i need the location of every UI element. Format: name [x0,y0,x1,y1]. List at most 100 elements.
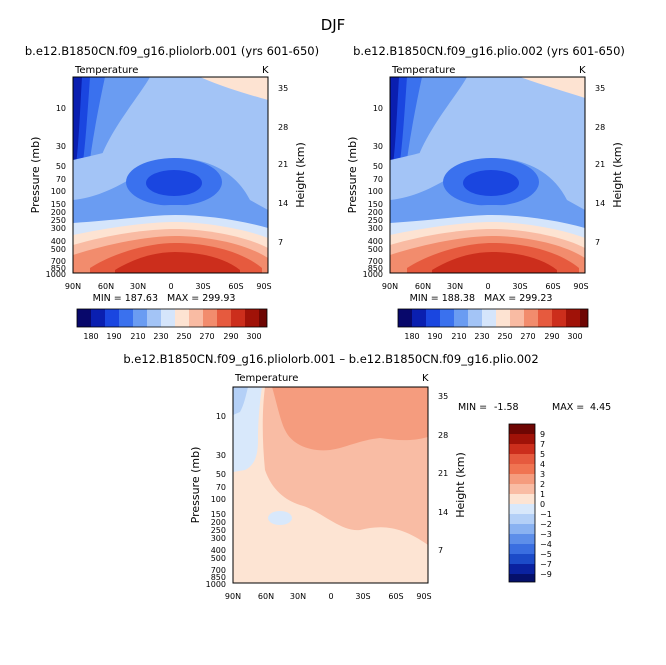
panel-c-min-label: MIN = [458,402,487,413]
colorbar-swatch [189,309,203,327]
y-tick: 150 [211,510,226,519]
y-tick: 100 [51,187,66,196]
y2-tick: 28 [278,123,288,132]
x-tick: 60S [388,592,403,601]
y-tick: 1000 [363,270,383,279]
y2-tick: 35 [278,84,288,93]
y-tick: 400 [211,546,226,555]
panel-b-y-ticks: 10 30 50 70 100 150 200 250 300 400 500 … [363,104,383,279]
colorbar-swatch [454,309,468,327]
colorbar-tick: 0 [540,500,545,509]
y-tick: 150 [51,200,66,209]
colorbar-tick: 190 [106,332,121,341]
y-tick: 10 [216,412,226,421]
colorbar-tick: 3 [540,470,545,479]
colorbar-swatch [509,574,535,582]
y-tick: 850 [211,573,226,582]
y-tick: 500 [368,245,383,254]
y-tick: 300 [368,224,383,233]
colorbar-tick: 5 [540,450,545,459]
colorbar-swatch [133,309,147,327]
panel-b-title: b.e12.B1850CN.f09_g16.plio.002 (yrs 601-… [353,44,625,58]
colorbar-swatch [147,309,161,327]
panel-c-units-label: K [422,373,429,384]
panel-b-y2label: Height (km) [611,142,624,208]
panel-a-contours [73,77,268,273]
y2-tick: 21 [595,160,605,169]
y-tick: 500 [211,554,226,563]
y-tick: 250 [51,216,66,225]
panel-b-min: MIN = 188.38 [410,293,475,304]
colorbar-swatch [509,494,535,504]
colorbar-tick: 250 [497,332,512,341]
x-tick: 0 [328,592,333,601]
colorbar-tick: 4 [540,460,545,469]
panel-a-units-label: K [262,65,269,76]
y-tick: 30 [216,451,226,460]
colorbar-swatch [440,309,454,327]
colorbar-tick: 210 [130,332,145,341]
y-tick: 10 [56,104,66,113]
y-tick: 100 [368,187,383,196]
colorbar-tick: 300 [567,332,582,341]
x-tick: 60N [98,282,114,291]
y2-tick: 35 [595,84,605,93]
x-tick: 60N [258,592,274,601]
y2-tick: 14 [278,199,288,208]
panel-b-colorbar: 180 190 210 230 250 270 290 300 [397,308,589,341]
colorbar-swatch [468,309,482,327]
colorbar-swatch [509,424,535,434]
y-tick: 1000 [46,270,66,279]
y-tick: 50 [216,470,226,479]
colorbar-swatch [175,309,189,327]
colorbar-swatch [231,309,245,327]
panel-c: b.e12.B1850CN.f09_g16.pliolorb.001 – b.e… [123,352,611,601]
colorbar-tick: 180 [83,332,98,341]
colorbar-swatch [245,309,259,327]
y2-tick: 21 [438,469,448,478]
panel-b-contours [390,77,585,273]
y2-tick: 14 [438,508,448,517]
y-tick: 850 [51,264,66,273]
y-tick: 50 [373,162,383,171]
colorbar-swatch [509,484,535,494]
colorbar-swatch [161,309,175,327]
panel-a-colorbar: 180 190 210 230 250 270 290 300 [76,308,268,341]
panel-c-y2label: Height (km) [454,452,467,518]
panel-a-y2label: Height (km) [294,142,307,208]
y-tick: 300 [51,224,66,233]
panel-c-colorbar: 9 7 5 4 3 2 1 0 −1 −2 −3 −4 −5 −7 −9 [508,423,552,583]
y-tick: 30 [373,142,383,151]
y-tick: 400 [368,237,383,246]
colorbar-swatch [509,564,535,574]
colorbar-swatch [426,309,440,327]
colorbar-swatch [496,309,510,327]
x-tick: 60S [228,282,243,291]
y2-tick: 7 [278,238,283,247]
y-tick: 30 [56,142,66,151]
colorbar-swatch [259,309,267,327]
y-tick: 200 [368,208,383,217]
colorbar-tick: 9 [540,430,545,439]
panel-b-ylabel: Pressure (mb) [346,137,359,214]
colorbar-tick: 2 [540,480,545,489]
y-tick: 50 [56,162,66,171]
colorbar-swatch [509,444,535,454]
colorbar-swatch [217,309,231,327]
y-tick: 200 [51,208,66,217]
panel-b-max: MAX = 299.23 [484,293,552,304]
y-tick: 1000 [206,580,226,589]
panel-a-y2-ticks: 35 28 21 14 7 [278,84,288,247]
y-tick: 70 [216,483,226,492]
panel-b-x-ticks: 90N 60N 30N 0 30S 60S 90S [382,282,589,291]
colorbar-tick: 210 [451,332,466,341]
colorbar-swatch [482,309,496,327]
colorbar-swatch [509,544,535,554]
y-tick: 200 [211,518,226,527]
x-tick: 0 [168,282,173,291]
colorbar-swatch [509,514,535,524]
y-tick: 700 [368,257,383,266]
colorbar-swatch [91,309,105,327]
colorbar-tick: 1 [540,490,545,499]
